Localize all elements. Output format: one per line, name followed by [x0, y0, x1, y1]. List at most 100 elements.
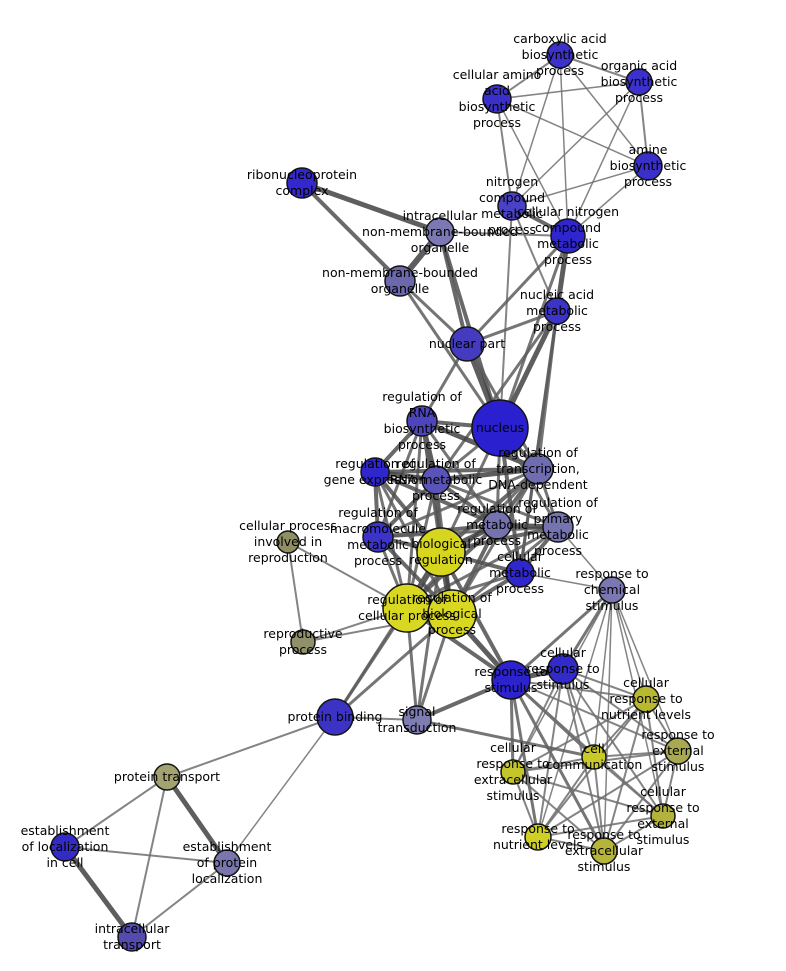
graph-edge: [509, 679, 540, 838]
graph-node-regulation-of-metabolic-process[interactable]: [482, 510, 512, 540]
graph-edge: [226, 716, 336, 864]
graph-node-intracellular-non-membrane-bounded-organelle[interactable]: [425, 217, 455, 247]
graph-node-non-membrane-bounded-organelle[interactable]: [384, 265, 416, 297]
graph-edge: [519, 572, 613, 591]
graph-edge: [405, 420, 424, 609]
graph-edge: [496, 81, 640, 100]
graph-node-regulation-of-rna-metabolic-process[interactable]: [421, 465, 451, 495]
graph-edge: [537, 815, 664, 838]
graph-node-establishment-of-localization-in-cell[interactable]: [50, 832, 80, 862]
graph-node-carboxylic-acid-biosynthetic-process[interactable]: [546, 41, 574, 69]
graph-node-cellular-metabolic-process[interactable]: [505, 558, 535, 588]
graph-edge: [537, 750, 679, 838]
graph-edge: [498, 235, 570, 429]
graph-edge: [496, 98, 569, 237]
graph-edge: [611, 589, 679, 752]
graph-edge: [511, 81, 640, 207]
graph-edge: [398, 280, 502, 429]
graph-edge: [62, 845, 135, 939]
graph-node-regulation-of-rna-biosynthetic-process[interactable]: [406, 405, 438, 437]
graph-edge: [593, 589, 613, 758]
graph-node-nucleic-acid-metabolic-process[interactable]: [543, 297, 571, 325]
graph-edge: [537, 756, 595, 838]
graph-edge: [510, 679, 647, 700]
graph-node-intracellular-transport[interactable]: [117, 922, 147, 952]
graph-node-regulation-of-primary-metabolic-process[interactable]: [542, 511, 574, 543]
graph-node-nucleus[interactable]: [471, 399, 529, 457]
graph-node-regulation-of-gene-expression[interactable]: [360, 457, 390, 487]
graph-node-response-to-external-stimulus[interactable]: [664, 737, 692, 765]
graph-edge: [559, 54, 569, 237]
graph-node-regulation-of-cellular-process[interactable]: [382, 583, 432, 633]
graph-edge: [406, 525, 559, 610]
graph-edge: [559, 54, 649, 167]
graph-edge: [377, 525, 559, 539]
graph-node-cellular-response-to-stimulus[interactable]: [547, 653, 579, 685]
graph-node-response-to-stimulus[interactable]: [491, 660, 531, 700]
graph-edge: [511, 54, 561, 207]
graph-edge: [420, 420, 499, 526]
graph-edge: [435, 466, 539, 483]
graph-node-cellular-response-to-nutrient-levels[interactable]: [632, 685, 660, 713]
graph-edge: [512, 698, 647, 773]
graph-node-organic-acid-biosynthetic-process[interactable]: [625, 68, 653, 96]
graph-node-cellular-response-to-extracellular-stimulus[interactable]: [500, 759, 526, 785]
graph-node-ribonucleoprotein-complex[interactable]: [286, 167, 318, 199]
graph-node-protein-transport[interactable]: [153, 763, 181, 791]
graph-node-cellular-response-to-external-stimulus[interactable]: [650, 803, 676, 829]
graph-edge: [131, 776, 168, 938]
graph-node-cell-communication[interactable]: [581, 744, 607, 770]
graph-node-nuclear-part[interactable]: [449, 326, 485, 362]
graph-edge: [537, 589, 613, 838]
graph-edge: [496, 98, 513, 207]
graph-edge: [439, 231, 569, 237]
graph-edge: [537, 668, 564, 838]
graph-edge: [510, 588, 613, 682]
graph-edge: [567, 81, 640, 237]
graph-node-reproductive-process[interactable]: [290, 629, 316, 655]
graph-edge: [511, 205, 558, 312]
graph-node-signal-transduction[interactable]: [402, 705, 432, 735]
graph-edge: [334, 612, 453, 719]
graph-edge: [64, 846, 228, 864]
graph-edge: [512, 756, 595, 773]
graph-edge: [645, 698, 664, 817]
graph-node-establishment-of-protein-localization[interactable]: [213, 849, 241, 877]
graph-node-biological-regulation[interactable]: [416, 527, 466, 577]
graph-node-nitrogen-compound-metabolic-process[interactable]: [497, 191, 527, 221]
graph-edge: [593, 756, 605, 852]
graph-node-regulation-of-biological-process[interactable]: [427, 589, 477, 639]
graph-node-response-to-extracellular-stimulus[interactable]: [590, 837, 618, 865]
graph-edge: [562, 668, 679, 752]
graph-edge: [131, 862, 228, 938]
graph-edge: [559, 54, 640, 83]
graph-node-response-to-nutrient-levels[interactable]: [524, 823, 552, 851]
graph-edge: [593, 756, 664, 817]
graph-edge: [416, 718, 595, 759]
graph-node-cellular-process-involved-in-reproduction[interactable]: [276, 530, 300, 554]
graph-edge: [496, 98, 649, 167]
graph-edge: [166, 716, 336, 778]
graph-node-protein-binding[interactable]: [316, 698, 354, 736]
graph-edge: [511, 165, 649, 207]
graph-node-regulation-of-macromolecule-metabolic-process[interactable]: [362, 521, 394, 553]
graph-edge: [499, 205, 513, 429]
graph-node-cellular-amino-acid-biosynthetic-process[interactable]: [482, 84, 512, 114]
graph-edge: [512, 771, 605, 852]
graph-node-regulation-of-transcription-dna-dependent[interactable]: [522, 453, 554, 485]
graph-edge: [435, 478, 559, 529]
graph-node-response-to-chemical-stimulus[interactable]: [598, 576, 626, 604]
graph-edge: [512, 668, 564, 773]
graph-edge: [512, 771, 664, 817]
graph-edge: [64, 776, 168, 848]
graph-edge: [465, 234, 570, 346]
graph-edge: [611, 589, 647, 700]
graph-node-amine-biosynthetic-process[interactable]: [633, 151, 663, 181]
graph-edge: [603, 750, 679, 852]
graph-node-cellular-nitrogen-compound-metabolic-process[interactable]: [550, 218, 586, 254]
graph-edge: [164, 775, 230, 865]
graph-edge: [301, 180, 441, 235]
graph-edge: [300, 181, 402, 283]
